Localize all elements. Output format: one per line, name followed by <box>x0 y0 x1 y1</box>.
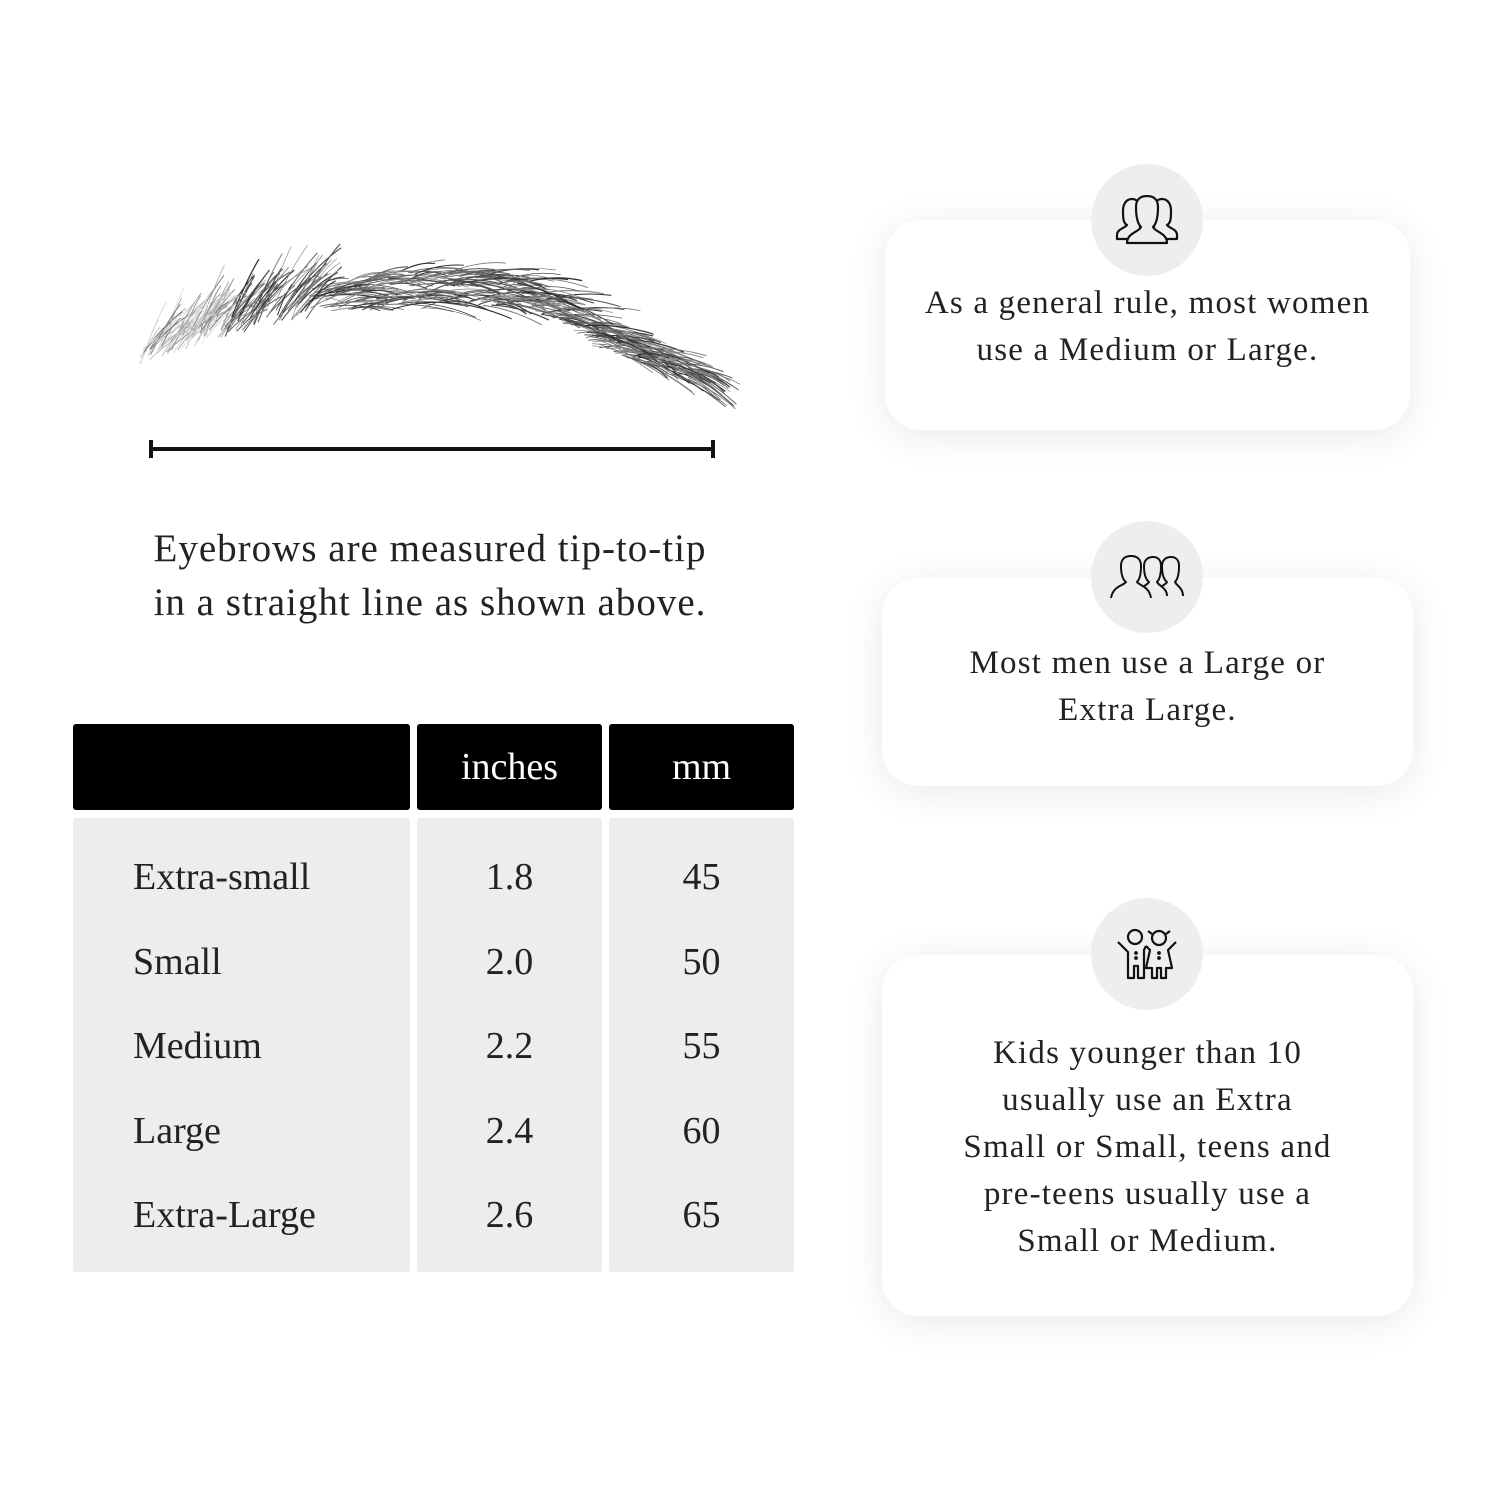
card-text-line: usually use an Extra <box>1002 1082 1293 1118</box>
card-text-line: Most men use a Large or <box>969 645 1326 681</box>
header-mm: mm <box>609 724 794 810</box>
table-cell-mm: 45 <box>682 856 721 898</box>
table-cell-inches: 2.0 <box>485 940 534 983</box>
table-cell-size: Extra-Large <box>133 1194 316 1236</box>
table-cell-inches: 2.6 <box>485 1194 534 1236</box>
kids-icon <box>1091 898 1203 1010</box>
card-text-line: Kids younger than 10 <box>992 1035 1303 1071</box>
card-text-line: Small or Medium. <box>1017 1223 1278 1259</box>
table-cell-mm: 65 <box>682 1194 721 1236</box>
table-cell-inches: 1.8 <box>485 856 534 898</box>
card-text-line: use a Medium or Large. <box>976 332 1319 368</box>
table-cell-mm: 50 <box>682 940 721 983</box>
table-cell-inches: 2.4 <box>485 1109 534 1152</box>
card-text-line: Small or Small, teens and <box>963 1129 1332 1165</box>
table-cell-size: Small <box>133 940 222 983</box>
men-group-icon <box>1091 521 1203 633</box>
women-group-icon <box>1091 164 1203 276</box>
caption-line: Eyebrows are measured tip-to-tip <box>153 527 707 570</box>
measurement-caption: Eyebrows are measured tip-to-tip in a st… <box>60 522 800 630</box>
mm-column <box>609 818 794 1272</box>
table-cell-mm: 60 <box>682 1109 721 1152</box>
card-text-line: pre-teens usually use a <box>983 1176 1312 1212</box>
inches-column <box>417 818 602 1272</box>
size-column <box>73 818 410 1272</box>
table-cell-mm: 55 <box>682 1025 721 1067</box>
table-cell-inches: 2.2 <box>485 1025 534 1067</box>
header-inches: inches <box>417 724 602 810</box>
table-cell-size: Extra-small <box>133 856 311 898</box>
card-text-line: As a general rule, most women <box>924 285 1371 321</box>
kids-info-card: Kids younger than 10 usually use an Extr… <box>882 955 1413 1316</box>
table-cell-size: Large <box>133 1109 221 1152</box>
measurement-line <box>149 440 715 458</box>
eyebrow-illustration <box>139 243 740 410</box>
eyebrow-hairs <box>139 243 740 410</box>
table-cell-size: Medium <box>133 1025 262 1067</box>
caption-line: in a straight line as shown above. <box>153 581 707 624</box>
card-text-line: Extra Large. <box>1058 692 1237 728</box>
header-blank <box>73 724 410 810</box>
